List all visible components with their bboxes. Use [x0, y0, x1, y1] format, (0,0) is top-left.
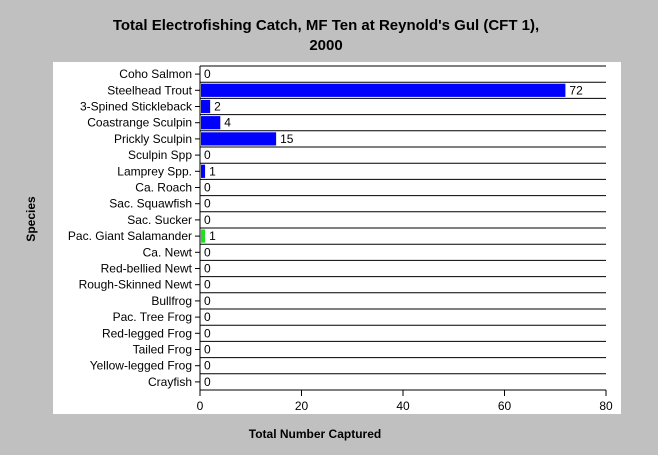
data-label: 0: [204, 359, 211, 373]
row-separators: [195, 65, 606, 391]
data-label: 0: [204, 213, 211, 227]
category-label: Red-bellied Newt: [101, 262, 193, 276]
bar-series: [201, 83, 566, 243]
category-label: Pac. Tree Frog: [113, 310, 192, 324]
data-label: 0: [204, 278, 211, 292]
x-tick-label: 80: [599, 399, 613, 413]
category-label: Sac. Squawfish: [109, 197, 192, 211]
category-label: Ca. Newt: [143, 245, 193, 259]
chart-title-line-1: Total Electrofishing Catch, MF Ten at Re…: [113, 17, 539, 34]
data-label: 0: [204, 181, 211, 195]
data-label: 4: [224, 116, 231, 130]
category-label: Pac. Giant Salamander: [68, 229, 192, 243]
data-label: 0: [204, 310, 211, 324]
data-label: 0: [204, 326, 211, 340]
data-label: 2: [214, 100, 221, 114]
x-axis: 0 20 40 60 80: [197, 66, 613, 413]
category-label: Crayfish: [148, 375, 192, 389]
y-axis-title: Species: [24, 196, 38, 242]
x-tick-label: 40: [396, 399, 410, 413]
data-label: 0: [204, 343, 211, 357]
data-label: 1: [209, 229, 216, 243]
category-label: Tailed Frog: [133, 343, 192, 357]
data-label: 0: [204, 67, 211, 81]
category-label: Red-legged Frog: [102, 326, 192, 340]
data-label: 0: [204, 197, 211, 211]
category-label: Yellow-legged Frog: [90, 359, 192, 373]
category-label: Rough-Skinned Newt: [79, 278, 193, 292]
data-label: 0: [204, 375, 211, 389]
category-label: Coho Salmon: [119, 67, 192, 81]
data-label: 0: [204, 262, 211, 276]
category-label: Coastrange Sculpin: [87, 116, 192, 130]
data-labels: 0 72 24 15 0 1 0 0 0 1 0 0 0 0 0 0 0 0 0: [204, 67, 583, 389]
bar: [201, 132, 277, 146]
bar: [201, 99, 211, 114]
data-label: 0: [204, 294, 211, 308]
category-label: Steelhead Trout: [107, 83, 192, 97]
bar: [201, 229, 206, 243]
category-labels: Coho Salmon Steelhead Trout 3-Spined Stick…: [68, 67, 193, 389]
bar: [201, 164, 206, 178]
data-label: 1: [209, 164, 216, 178]
x-tick-label: 20: [295, 399, 309, 413]
category-label: Bullfrog: [151, 294, 192, 308]
x-tick-label: 60: [498, 399, 512, 413]
x-tick-label: 0: [197, 399, 204, 413]
chart-title-line-2: 2000: [309, 37, 342, 54]
category-label: Lamprey Spp.: [117, 164, 192, 178]
category-label: Ca. Roach: [135, 181, 192, 195]
x-axis-title: Total Number Captured: [249, 427, 381, 441]
category-label: Sculpin Spp: [128, 148, 192, 162]
category-label: Sac. Sucker: [127, 213, 192, 227]
bar: [201, 116, 221, 130]
data-label: 15: [280, 132, 294, 146]
data-label: 72: [569, 83, 583, 97]
plot-area: [53, 62, 621, 414]
data-label: 0: [204, 245, 211, 259]
bar: [201, 83, 566, 97]
category-label: 3-Spined Stickleback: [80, 100, 193, 114]
data-label: 0: [204, 148, 211, 162]
category-label: Prickly Sculpin: [114, 132, 192, 146]
